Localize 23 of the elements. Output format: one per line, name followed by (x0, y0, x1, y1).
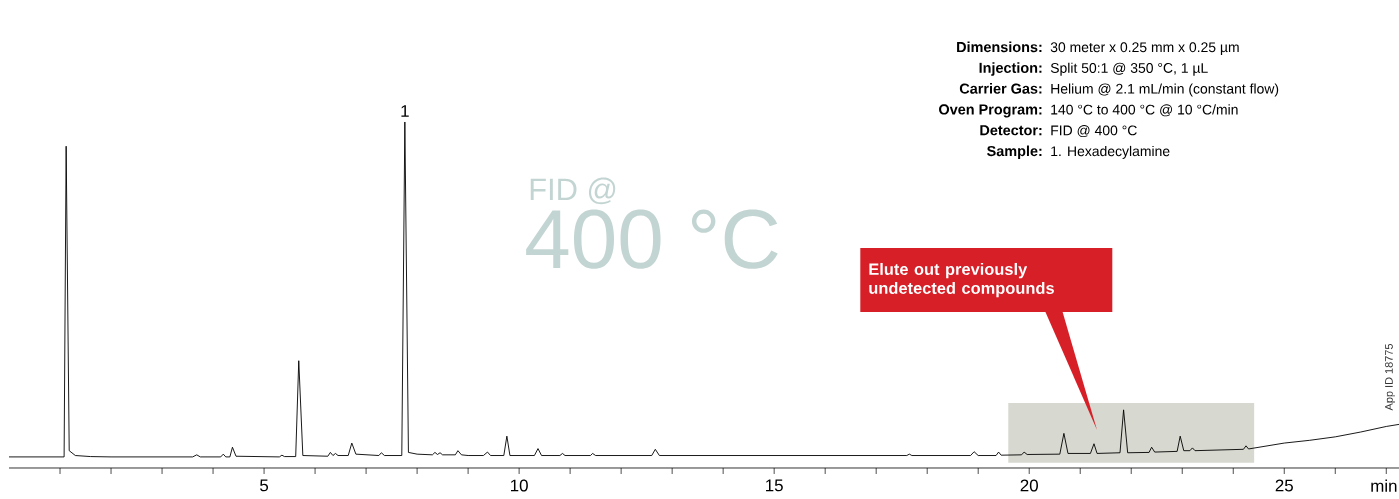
text: 140 °C to 400 °C @ 10 °C/min (1051, 104, 1238, 117)
annotation: 1 (401, 105, 409, 117)
text: Carrier Gas: (959, 83, 1042, 94)
text: Oven Program: (939, 104, 1042, 118)
annotation: 400 °C (526, 209, 778, 269)
x-tick-label: 25 (1275, 479, 1293, 492)
annotation: Sample: (987, 145, 1042, 159)
x-tick-label: 5 (260, 479, 269, 492)
band-label: Elute out previously undetected compounds (869, 262, 1054, 298)
text: Dimensions: (957, 41, 1042, 53)
text: Helium @ 2.1 mL/min (constant flow) (1051, 83, 1279, 97)
annotation: Detector: (980, 125, 1042, 136)
text: Injection: (979, 62, 1042, 76)
annotation: App ID 18775 (1385, 343, 1395, 411)
annotation: FID @ (530, 177, 616, 205)
x-axis-title: min (1371, 479, 1397, 492)
text: Split 50:1 @ 350 °C, 1 µL (1050, 62, 1208, 76)
annotation: FID @ 400 °C (1051, 125, 1137, 138)
text: 30 meter x 0.25 mm x 0.25 µm (1050, 42, 1239, 55)
x-tick-label: 20 (1020, 479, 1038, 492)
annotation: 1. Hexadecylamine (1051, 145, 1170, 159)
x-tick-label: 15 (766, 479, 783, 492)
x-tick-label: 10 (510, 479, 528, 492)
